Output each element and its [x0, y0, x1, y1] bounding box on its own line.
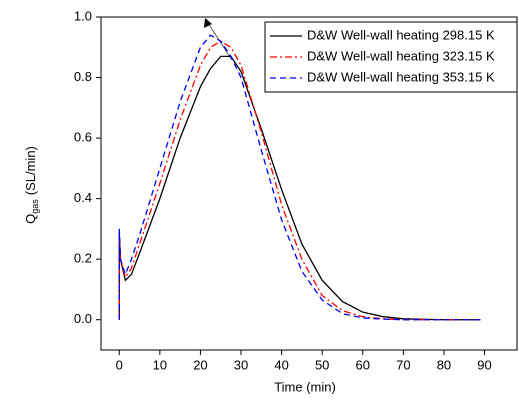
y-tick-label: 0.2 [74, 251, 92, 266]
y-label-main: Q [23, 214, 38, 224]
plot-frame [100, 16, 518, 351]
x-tick-label: 10 [153, 357, 167, 372]
series-line [118, 55, 481, 321]
x-tick-label: 40 [274, 357, 288, 372]
y-tick-label: 0.0 [74, 311, 92, 326]
y-tick-label: 0.6 [74, 130, 92, 145]
legend-label: D&W Well-wall heating 323.15 K [307, 48, 495, 63]
legend-label: D&W Well-wall heating 353.15 K [307, 69, 495, 84]
legend-box [264, 21, 518, 93]
x-tick-label: 70 [396, 357, 410, 372]
y-tick-label: 0.4 [74, 190, 92, 205]
x-tick-label: 80 [437, 357, 451, 372]
y-label-unit: (SL/min) [23, 146, 38, 195]
y-axis-label: Qgas (SL/min) [23, 146, 40, 224]
x-tick-label: 30 [234, 357, 248, 372]
series-line [118, 40, 481, 321]
x-tick-label: 0 [116, 357, 123, 372]
y-label-sub: gas [30, 199, 40, 214]
x-tick-label: 50 [315, 357, 329, 372]
y-tick-label: 0.8 [74, 69, 92, 84]
series-line [118, 34, 481, 321]
x-tick-label: 20 [193, 357, 207, 372]
y-tick-label: 1.0 [74, 8, 92, 23]
x-axis-label: Time (min) [274, 379, 336, 394]
x-tick-label: 60 [356, 357, 370, 372]
x-tick-label: 90 [477, 357, 491, 372]
legend-label: D&W Well-wall heating 298.15 K [307, 27, 495, 42]
